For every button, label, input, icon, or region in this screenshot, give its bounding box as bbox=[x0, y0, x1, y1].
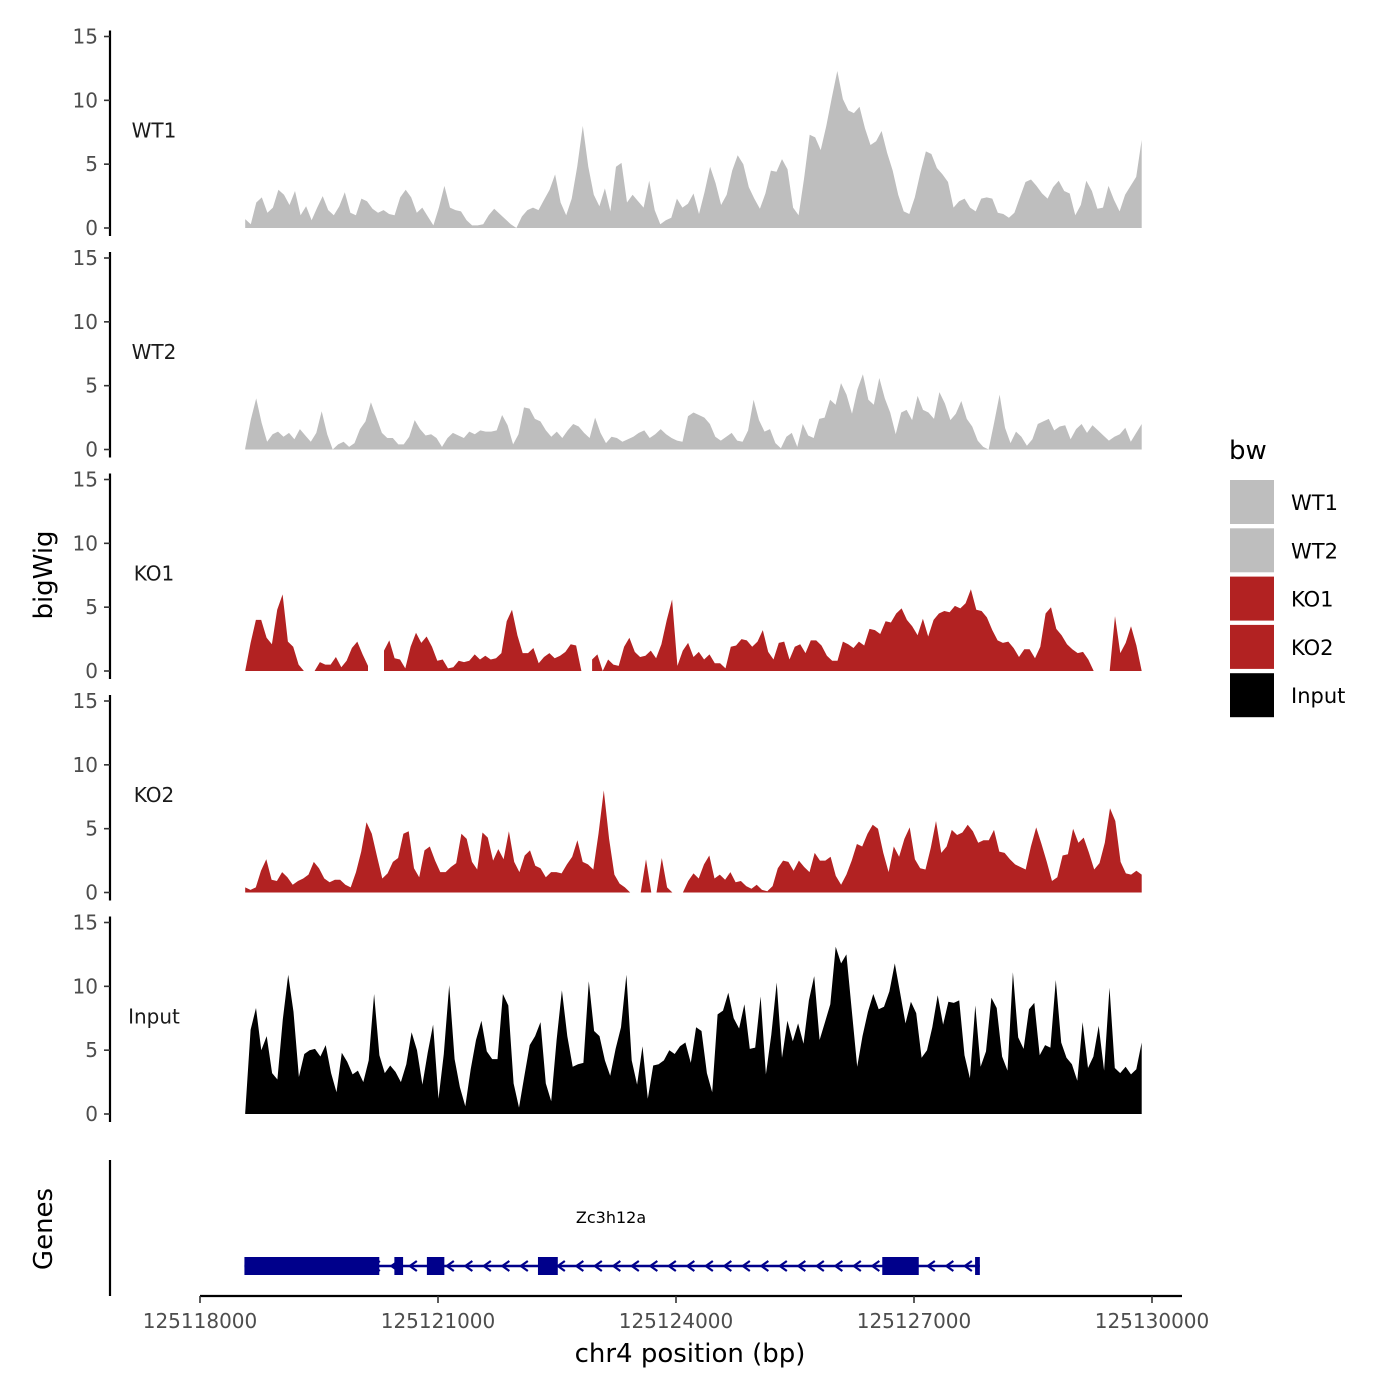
track-label: KO2 bbox=[134, 783, 175, 807]
strand-arrow bbox=[574, 1260, 584, 1272]
x-tick-label: 125127000 bbox=[857, 1309, 972, 1333]
x-tick-label: 125121000 bbox=[381, 1309, 496, 1333]
strand-arrow bbox=[759, 1260, 769, 1272]
coverage-area-ko1 bbox=[245, 589, 1142, 671]
gene-track-title: Genes bbox=[29, 1188, 59, 1270]
strand-arrow bbox=[870, 1260, 880, 1272]
y-tick-label: 5 bbox=[85, 374, 98, 398]
legend-label: WT2 bbox=[1291, 539, 1338, 563]
y-tick-label: 5 bbox=[85, 817, 98, 841]
strand-arrow bbox=[777, 1260, 788, 1272]
gene-model bbox=[244, 1257, 980, 1275]
x-tick-label: 125124000 bbox=[619, 1309, 734, 1333]
y-tick-label: 15 bbox=[73, 911, 98, 935]
strand-arrow bbox=[592, 1260, 603, 1272]
gene-exon bbox=[537, 1257, 558, 1275]
y-tick-label: 5 bbox=[85, 1038, 98, 1062]
y-tick-label: 10 bbox=[73, 753, 98, 777]
gene-exon bbox=[244, 1257, 380, 1275]
track-label: WT2 bbox=[132, 340, 177, 364]
y-tick-label: 10 bbox=[73, 310, 98, 334]
strand-arrow bbox=[944, 1260, 954, 1272]
coverage-area-input bbox=[245, 946, 1142, 1114]
legend-items: WT1 WT2 KO1 KO2 Input bbox=[1228, 478, 1345, 720]
strand-arrow bbox=[500, 1260, 510, 1272]
track-ko1: 0 5 10 15 KO1 bbox=[73, 468, 1142, 683]
y-tick-label: 15 bbox=[73, 246, 98, 270]
legend: bw WT1 WT2 KO1 KO2 Input bbox=[1228, 436, 1345, 720]
x-tick-label: 125118000 bbox=[143, 1309, 258, 1333]
strand-arrow bbox=[518, 1260, 529, 1272]
strand-arrow bbox=[463, 1260, 473, 1272]
y-tick-label: 15 bbox=[73, 468, 98, 492]
strand-arrow bbox=[407, 1260, 418, 1272]
strand-arrow bbox=[666, 1260, 677, 1272]
legend-label: KO1 bbox=[1291, 588, 1334, 612]
track-label: WT1 bbox=[132, 119, 177, 143]
legend-key-ko2 bbox=[1228, 622, 1276, 671]
legend-label: KO2 bbox=[1291, 636, 1334, 660]
strand-arrow bbox=[611, 1260, 621, 1272]
strand-arrow bbox=[740, 1260, 751, 1272]
y-tick-label: 0 bbox=[85, 881, 98, 905]
strand-arrow bbox=[444, 1260, 455, 1272]
y-tick-label: 0 bbox=[85, 216, 98, 240]
y-tick-label: 10 bbox=[73, 88, 98, 112]
strand-arrow bbox=[703, 1260, 714, 1272]
coverage-area-wt2 bbox=[245, 374, 1142, 450]
legend-title: bw bbox=[1229, 436, 1267, 466]
strand-arrow bbox=[851, 1260, 862, 1272]
gene-exon bbox=[426, 1257, 445, 1275]
gene-name-label: Zc3h12a bbox=[576, 1208, 646, 1227]
legend-key-ko1 bbox=[1228, 574, 1276, 623]
y-tick-label: 0 bbox=[85, 1102, 98, 1126]
x-axis-title: chr4 position (bp) bbox=[575, 1339, 806, 1369]
strand-arrow bbox=[648, 1260, 658, 1272]
gene-exon bbox=[882, 1257, 919, 1275]
strand-arrow bbox=[814, 1260, 825, 1272]
legend-key-wt2 bbox=[1228, 526, 1276, 575]
strand-arrow bbox=[481, 1260, 492, 1272]
legend-label: WT1 bbox=[1291, 491, 1338, 515]
strand-arrow bbox=[962, 1260, 973, 1272]
track-label: Input bbox=[128, 1005, 180, 1029]
track-ko2: 0 5 10 15 KO2 bbox=[73, 689, 1142, 905]
y-tick-label: 15 bbox=[73, 25, 98, 49]
track-input: 0 5 10 15 Input bbox=[73, 911, 1142, 1126]
strand-arrow bbox=[555, 1260, 566, 1272]
gene-track: Genes Zc3h12a bbox=[29, 1160, 980, 1296]
legend-label: Input bbox=[1291, 684, 1345, 708]
strand-arrow bbox=[685, 1260, 695, 1272]
strand-arrow bbox=[925, 1260, 936, 1272]
track-wt1: 0 5 10 15 WT1 bbox=[73, 25, 1142, 240]
y-tick-label: 15 bbox=[73, 689, 98, 713]
y-tick-label: 10 bbox=[73, 974, 98, 998]
strand-arrow bbox=[833, 1260, 843, 1272]
strand-arrow bbox=[796, 1260, 806, 1272]
y-tick-label: 0 bbox=[85, 438, 98, 462]
y-tick-label: 5 bbox=[85, 152, 98, 176]
x-ticks: 125118000 125121000 125124000 125127000 1251… bbox=[143, 1296, 1210, 1333]
y-tick-label: 0 bbox=[85, 659, 98, 683]
legend-key-input bbox=[1228, 671, 1276, 720]
track-wt2: 0 5 10 15 WT2 bbox=[73, 246, 1142, 462]
legend-key-wt1 bbox=[1228, 478, 1276, 526]
coverage-area-wt1 bbox=[245, 71, 1142, 228]
y-tick-label: 5 bbox=[85, 595, 98, 619]
strand-arrow bbox=[629, 1260, 640, 1272]
gene-exon bbox=[975, 1257, 980, 1275]
strand-arrow bbox=[722, 1260, 732, 1272]
x-tick-label: 125130000 bbox=[1095, 1309, 1210, 1333]
y-tick-label: 10 bbox=[73, 531, 98, 555]
track-label: KO1 bbox=[134, 562, 175, 586]
x-axis: 125118000 125121000 125124000 125127000 1251… bbox=[143, 1294, 1210, 1369]
coverage-area-ko2 bbox=[245, 790, 1142, 893]
gene-exon bbox=[394, 1257, 404, 1275]
y-axis-title: bigWig bbox=[29, 530, 59, 619]
coverage-tracks: 0 5 10 15 WT1 0 5 10 15 WT2 0 5 10 15 KO1 0 5 10 15 KO2 0 5 10… bbox=[73, 25, 1142, 1126]
